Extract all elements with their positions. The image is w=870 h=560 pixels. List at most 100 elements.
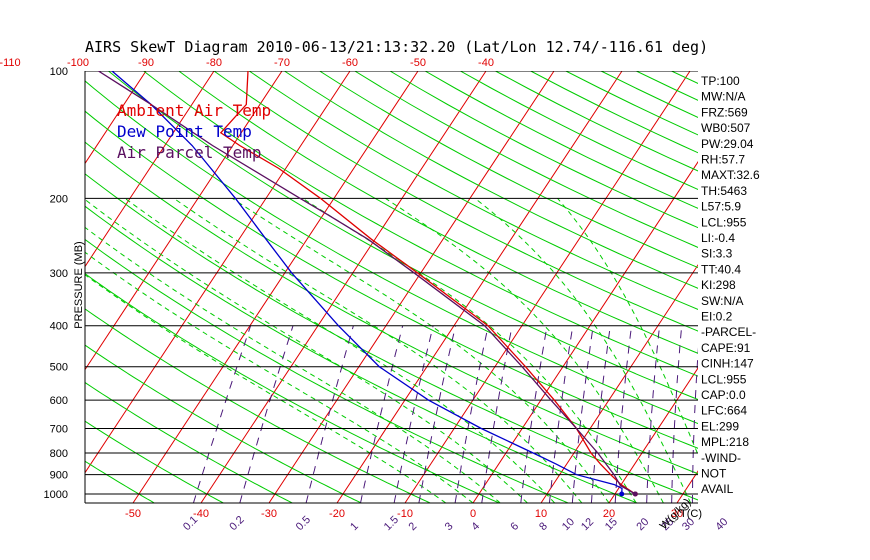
mixing-ratio-line — [239, 325, 294, 503]
isotherm-line — [85, 71, 283, 371]
moist-adiabat-line — [557, 197, 698, 456]
pressure-tick-label: 400 — [50, 321, 68, 333]
dry-adiabat-line — [319, 71, 698, 269]
top-temp-tick: -90 — [138, 57, 154, 69]
mixing-ratio-tick: 40 — [713, 516, 730, 533]
bottom-temp-tick: 10 — [535, 508, 547, 520]
dry-adiabat-line — [85, 173, 698, 501]
bottom-temp-tick: -40 — [193, 508, 209, 520]
isotherm-lines — [0, 71, 870, 503]
moist-adiabat-line — [85, 274, 447, 503]
moist-adiabat-line — [85, 226, 501, 503]
mixing-ratio-lines — [192, 325, 698, 503]
pressure-tick-labels: 100 200 300 400 500 600 700 800 900 1000 — [44, 66, 68, 501]
side-panel-item: EI:0.2 — [701, 310, 733, 324]
dry-adiabat-line — [85, 141, 698, 475]
y-axis-label: PRESSURE (MB) — [73, 241, 85, 328]
legend-entry: Ambient Air Temp — [117, 101, 271, 120]
bottom-temp-tick: 20 — [603, 508, 615, 520]
pressure-tick-label: 500 — [50, 362, 68, 374]
dry-adiabat-line — [495, 71, 698, 172]
bottom-temp-tick: 30 — [671, 508, 683, 520]
dry-adiabat-line — [85, 381, 293, 503]
mixing-ratio-tick: 0.2 — [227, 514, 246, 533]
dry-adiabat-line — [636, 71, 698, 101]
mixing-ratio-line — [671, 325, 683, 503]
isotherm-line — [85, 71, 147, 165]
dry-adiabat-line — [777, 71, 870, 503]
legend: Ambient Air Temp Dew Point Temp Air Parcel… — [117, 101, 271, 162]
pressure-tick-label: 700 — [50, 424, 68, 436]
mixing-ratio-line — [520, 325, 548, 503]
side-panel-item: TP:100 — [701, 74, 740, 88]
bottom-temperature-ticks: -50 -40 -30 -20 -10 0 10 20 30 — [125, 508, 683, 520]
mixing-ratio-tick: 0.5 — [294, 514, 313, 533]
top-temperature-ticks: -120-110-100-90-80-70-60-50-40 — [0, 57, 494, 69]
sounding-series — [98, 71, 638, 497]
dry-adiabat-line — [85, 420, 224, 503]
top-temp-tick: -70 — [274, 57, 290, 69]
mixing-ratio-tick: 10 — [560, 516, 577, 533]
side-panel-item: CAP:0.0 — [701, 388, 746, 402]
mixing-ratio-tick: 3 — [443, 520, 456, 533]
moist-adiabat-line — [124, 197, 555, 503]
mixing-ratio-line — [614, 325, 632, 503]
mixing-ratio-line — [646, 325, 660, 503]
moist-adiabat-line — [85, 198, 528, 503]
mixing-ratio-tick: 20 — [634, 516, 651, 533]
isotherm-line — [0, 71, 78, 503]
series-line — [111, 71, 623, 495]
isotherm-line — [540, 264, 698, 503]
side-panel-item: PW:29.04 — [701, 137, 754, 151]
isotherm-line — [472, 161, 698, 503]
dry-adiabat-line — [848, 71, 870, 503]
top-temp-tick: -100 — [67, 57, 89, 69]
mixing-ratio-line — [393, 325, 434, 503]
isotherm-line — [745, 71, 870, 503]
moist-adiabat-line — [385, 197, 664, 503]
dry-adiabat-line — [85, 110, 698, 449]
pressure-tick-label: 200 — [50, 193, 68, 205]
mixing-ratio-tick: 8 — [537, 520, 550, 533]
dry-adiabat-line — [85, 205, 638, 503]
side-panel-item: SI:3.3 — [701, 247, 733, 261]
bottom-temp-tick: 0 — [470, 508, 476, 520]
mixing-ratio-line — [549, 325, 574, 503]
top-temp-tick: -50 — [410, 57, 426, 69]
side-panel-item: -WIND- — [701, 451, 741, 465]
side-panel-item: -PARCEL- — [701, 325, 756, 339]
isotherm-line — [813, 71, 870, 503]
skewt-grid — [0, 71, 870, 503]
pressure-tick-label: 1000 — [44, 489, 68, 501]
side-panel-item: AVAIL — [701, 482, 734, 496]
side-panel-item: LFC:664 — [701, 404, 747, 418]
bottom-temp-tick: -30 — [261, 508, 277, 520]
series-start-marker — [632, 491, 638, 497]
dry-adiabat-line — [812, 71, 870, 503]
dry-adiabat-line — [108, 71, 698, 401]
mixing-ratio-tick: 6 — [508, 520, 521, 533]
moist-adiabat-lines — [85, 197, 698, 503]
top-temp-tick: -110 — [0, 57, 21, 69]
side-panel-item: MW:N/A — [701, 90, 745, 104]
pressure-tick-label: 900 — [50, 470, 68, 482]
top-temp-tick: -40 — [478, 57, 494, 69]
temperature-axis-label: T(C) — [680, 508, 702, 520]
pressure-tick-label: 300 — [50, 268, 68, 280]
side-panel-item: LCL:955 — [701, 215, 747, 229]
dry-adiabat-line — [354, 71, 698, 248]
side-panel-item: EL:299 — [701, 419, 739, 433]
dry-adiabat-line — [85, 344, 362, 503]
side-panel-item: TT:40.4 — [701, 262, 741, 276]
legend-entry: Dew Point Temp — [117, 122, 252, 141]
side-panel-item: NOT — [701, 467, 727, 481]
isobar-lines — [85, 71, 698, 495]
pressure-tick-label: 100 — [50, 66, 68, 78]
mixing-ratio-line — [481, 325, 513, 503]
series-line — [98, 71, 636, 495]
mixing-ratio-tick: 12 — [579, 516, 596, 533]
dry-adiabat-line — [85, 80, 698, 425]
side-panel-item: CAPE:91 — [701, 341, 751, 355]
